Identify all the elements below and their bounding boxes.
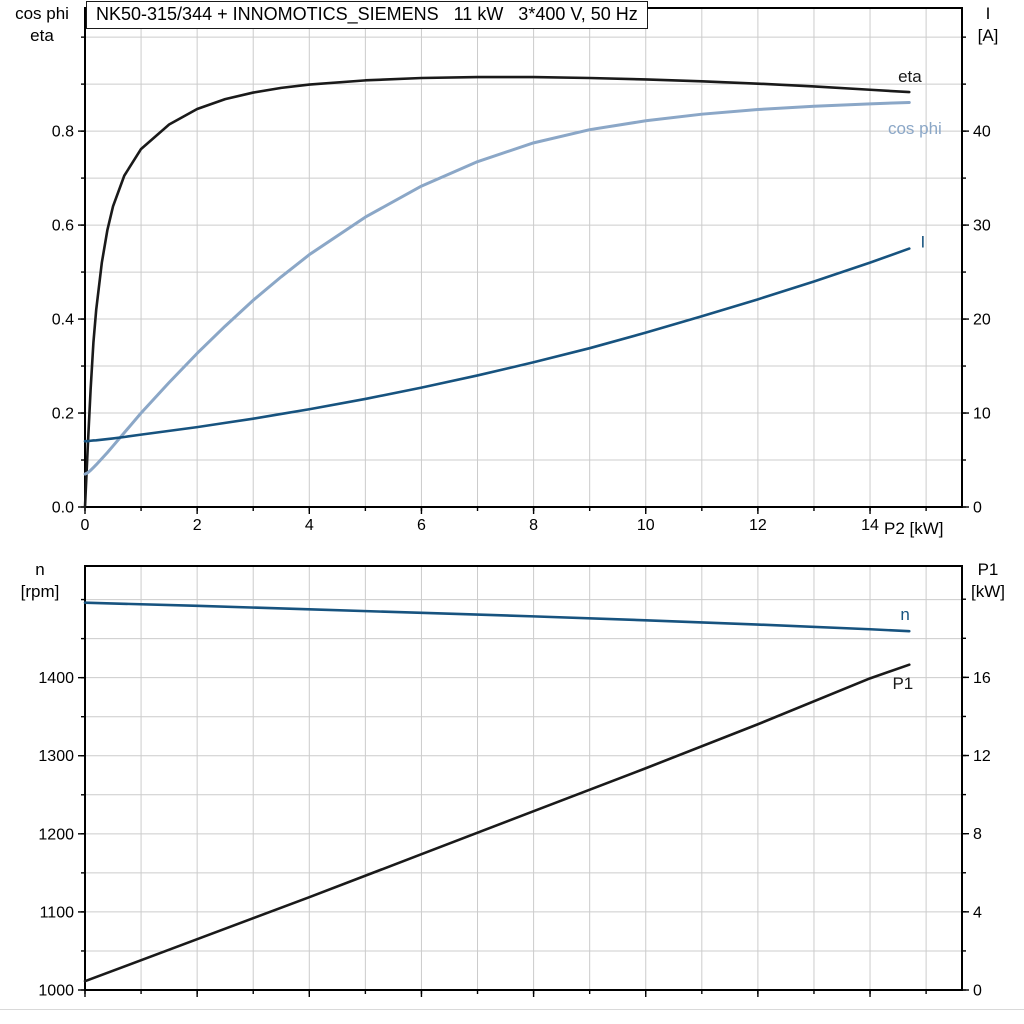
svg-text:1300: 1300: [38, 748, 74, 765]
svg-text:4: 4: [973, 904, 982, 921]
svg-text:1400: 1400: [38, 670, 74, 687]
svg-text:30: 30: [973, 218, 991, 235]
svg-text:cos phi: cos phi: [888, 119, 942, 138]
svg-text:0: 0: [973, 983, 982, 1000]
svg-text:4: 4: [305, 517, 314, 534]
bottom-right-axis-header: P1 [kW]: [956, 559, 1020, 603]
svg-text:n: n: [900, 605, 909, 624]
svg-text:P1: P1: [892, 674, 913, 693]
svg-text:0.0: 0.0: [52, 500, 74, 517]
svg-text:6: 6: [417, 517, 426, 534]
svg-text:eta: eta: [898, 67, 922, 86]
chart-title-box: NK50-315/344 + INNOMOTICS_SIEMENS 11 kW …: [86, 1, 648, 29]
svg-text:8: 8: [973, 826, 982, 843]
axis-label-current-unit: [A]: [977, 26, 999, 45]
svg-text:1100: 1100: [40, 904, 75, 921]
svg-text:2: 2: [193, 517, 202, 534]
axis-label-p1: P1: [977, 560, 999, 579]
bottom-left-axis-header: n [rpm]: [0, 559, 80, 603]
svg-text:20: 20: [973, 312, 991, 329]
axis-label-p1-unit: [kW]: [971, 582, 1005, 601]
svg-text:0.2: 0.2: [52, 406, 74, 423]
svg-text:10: 10: [973, 406, 991, 423]
svg-text:1200: 1200: [38, 826, 74, 843]
svg-text:0.6: 0.6: [52, 218, 74, 235]
axis-label-speed-unit: [rpm]: [20, 582, 60, 601]
svg-text:40: 40: [973, 124, 991, 141]
svg-text:0: 0: [973, 500, 982, 517]
svg-text:0.4: 0.4: [52, 312, 74, 329]
axis-label-eta: eta: [30, 26, 54, 45]
x-axis-label: P2 [kW]: [884, 519, 944, 538]
svg-text:12: 12: [749, 517, 767, 534]
window-edge-divider: [0, 1009, 1024, 1010]
svg-text:1000: 1000: [38, 983, 74, 1000]
svg-text:I: I: [921, 233, 926, 252]
axis-label-speed: n: [35, 560, 45, 579]
svg-text:16: 16: [973, 670, 991, 687]
svg-text:0.8: 0.8: [52, 124, 74, 141]
axis-label-cos-phi: cos phi: [15, 4, 69, 23]
svg-text:14: 14: [861, 517, 879, 534]
bottom-speed-power-chart: 1000 1100 1200 1300 1400 0 4 8 12 16 n P1: [38, 565, 991, 1000]
svg-text:0: 0: [81, 517, 90, 534]
top-left-axis-header: cos phi eta: [2, 3, 82, 47]
svg-text:8: 8: [529, 517, 538, 534]
svg-text:10: 10: [637, 517, 655, 534]
axis-label-current: I: [985, 4, 991, 23]
top-right-axis-header: I [A]: [958, 3, 1018, 47]
svg-text:12: 12: [973, 748, 991, 765]
top-performance-chart: 0 2 4 6 8 10 12 14 0.0 0.2 0.4 0.6 0.8 0 10 20 30 40 eta co…: [52, 7, 991, 534]
